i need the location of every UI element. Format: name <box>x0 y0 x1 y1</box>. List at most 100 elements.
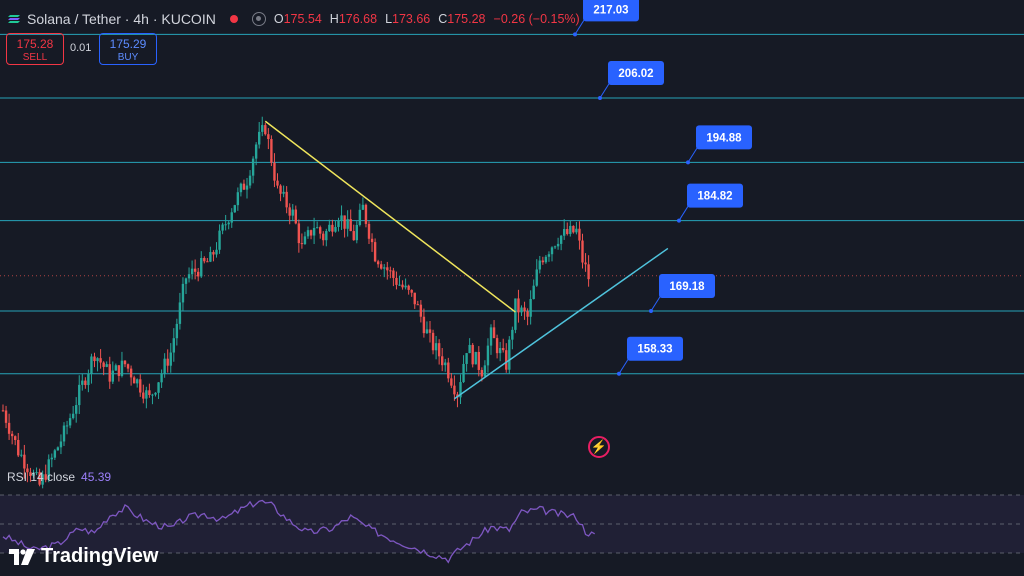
candle-body <box>90 356 93 374</box>
candle-body <box>187 274 191 279</box>
buy-button[interactable]: 175.29 BUY <box>99 33 157 65</box>
tradingview-icon <box>9 548 35 565</box>
candle-body <box>474 351 477 365</box>
bolt-icon[interactable]: ⚡ <box>588 436 610 458</box>
sell-label: SELL <box>22 52 48 63</box>
candle-body <box>489 327 493 346</box>
level-anchor-dot <box>686 160 690 165</box>
level-label-2[interactable]: 194.88 <box>686 125 752 165</box>
level-label-text: 158.33 <box>637 344 672 356</box>
candle-body <box>270 139 273 163</box>
candle-body <box>35 472 38 474</box>
candle-body <box>227 222 230 225</box>
candle-body <box>59 441 63 448</box>
candle-body <box>349 219 352 232</box>
candle-body <box>29 472 32 477</box>
candle-body <box>96 358 99 362</box>
level-label-text: 217.03 <box>593 4 628 16</box>
candle-body <box>239 183 243 193</box>
candle-body <box>248 175 252 186</box>
candle-body <box>71 413 75 419</box>
level-label-3[interactable]: 184.82 <box>677 183 743 223</box>
candle-body <box>258 131 261 145</box>
candle-body <box>502 348 505 351</box>
candle-body <box>172 338 175 353</box>
candle-body <box>26 468 29 473</box>
candle-body <box>569 225 572 234</box>
candle-body <box>340 215 343 221</box>
level-label-box <box>608 61 664 85</box>
candle-body <box>541 260 545 263</box>
candle-body <box>108 364 111 382</box>
level-label-5[interactable]: 158.33 <box>617 336 683 376</box>
rsi-legend: RSI 14 close 45.39 <box>7 470 111 484</box>
candle-body <box>56 447 60 451</box>
buy-price: 175.29 <box>109 37 147 51</box>
candle-body <box>480 369 484 377</box>
sell-button[interactable]: 175.28 SELL <box>6 33 64 65</box>
candle-body <box>517 298 520 313</box>
candle-body <box>181 283 185 303</box>
candle-body <box>136 379 139 384</box>
candle-body <box>398 284 401 286</box>
candle-body <box>10 433 14 437</box>
candle-body <box>303 236 307 245</box>
level-label-box <box>659 274 715 298</box>
level-label-4[interactable]: 169.18 <box>649 274 715 313</box>
sell-price: 175.28 <box>16 37 54 51</box>
candle-body <box>78 384 81 406</box>
candle-body <box>547 254 551 257</box>
trendline-descending <box>264 120 516 313</box>
candle-body <box>169 352 172 366</box>
candle-body <box>529 299 532 317</box>
level-label-0[interactable]: 217.03 <box>573 0 639 37</box>
candle-body <box>123 360 127 365</box>
candle-body <box>538 260 541 270</box>
candle-body <box>544 256 548 263</box>
candle-body <box>129 368 133 378</box>
candle-body <box>38 472 41 485</box>
candle-body <box>322 233 325 241</box>
candle-body <box>355 224 358 241</box>
candle-body <box>215 249 218 255</box>
candle-body <box>459 382 462 398</box>
candle-body <box>383 267 386 269</box>
symbol-title[interactable]: Solana / Tether · 4h · KUCOIN <box>27 11 216 27</box>
trendline-ascending <box>453 247 669 400</box>
candle-body <box>508 339 511 370</box>
tradingview-logo: TradingView <box>9 545 158 568</box>
candle-body <box>160 373 163 383</box>
candle-body <box>505 350 508 370</box>
candle-body <box>444 362 447 366</box>
level-label-1[interactable]: 206.02 <box>598 61 664 100</box>
candle-body <box>23 454 26 469</box>
ohlc-low: L173.66 <box>385 12 431 26</box>
candle-body <box>514 298 517 330</box>
ohlc-close: C175.28 <box>438 12 486 26</box>
ohlc-readout: O175.54 H176.68 L173.66 C175.28 −0.26 (−… <box>274 12 580 26</box>
candle-body <box>224 224 227 226</box>
candle-body <box>190 268 194 275</box>
candle-body <box>389 270 392 272</box>
candle-body <box>413 292 416 305</box>
candle-body <box>553 246 557 248</box>
candle-body <box>581 240 584 263</box>
candle-body <box>447 362 450 379</box>
visibility-eye-icon[interactable] <box>251 12 266 26</box>
candle-body <box>572 225 575 233</box>
candle-body <box>209 252 212 262</box>
candle-body <box>380 264 383 269</box>
candle-body <box>175 323 179 339</box>
candle-body <box>364 204 368 224</box>
brand-name: TradingView <box>41 545 159 567</box>
candle-body <box>145 390 148 399</box>
candle-body <box>556 243 560 247</box>
candle-body <box>520 307 523 313</box>
candle-body <box>81 380 84 385</box>
candle-body <box>526 311 529 317</box>
candle-body <box>114 365 118 371</box>
candle-body <box>319 227 322 234</box>
candle-body <box>550 247 554 255</box>
candle-body <box>41 474 44 485</box>
